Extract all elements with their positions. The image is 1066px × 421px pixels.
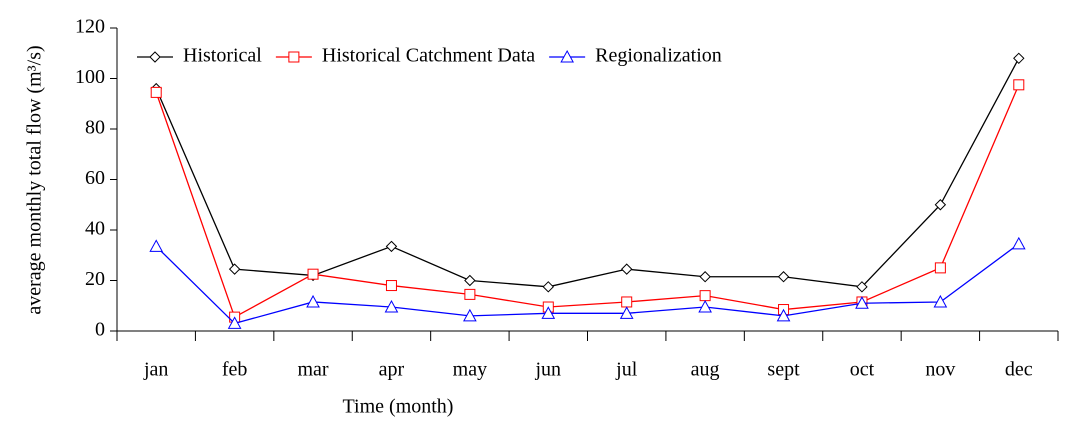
x-tick-label: feb — [222, 359, 248, 381]
marker — [384, 299, 399, 313]
x-tick-label: mar — [297, 359, 328, 381]
marker — [228, 263, 241, 275]
marker — [698, 299, 712, 313]
y-tick-label: 20 — [85, 268, 105, 290]
marker — [464, 274, 476, 287]
y-tick-label: 120 — [75, 16, 105, 38]
legend-label: Regionalization — [595, 45, 722, 67]
x-tick-label: jun — [535, 359, 562, 381]
marker — [776, 308, 791, 322]
marker — [1011, 236, 1026, 250]
legend-marker — [560, 49, 574, 63]
x-tick-label: may — [453, 359, 487, 381]
marker — [1013, 52, 1025, 65]
y-tick-label: 100 — [75, 66, 105, 88]
marker — [149, 239, 164, 252]
marker — [934, 199, 947, 211]
x-axis-label: Time (month) — [343, 396, 454, 418]
marker — [699, 290, 711, 302]
x-tick-label: nov — [925, 359, 955, 381]
marker — [385, 280, 397, 292]
marker — [933, 294, 948, 308]
marker — [463, 308, 477, 322]
x-tick-label: sept — [767, 359, 800, 381]
y-tick-label: 80 — [85, 117, 105, 139]
marker — [856, 281, 868, 293]
x-tick-label: aug — [691, 359, 720, 381]
marker — [621, 296, 633, 308]
series-line — [155, 57, 1020, 288]
legend-label: Historical — [183, 45, 262, 67]
x-tick-label: apr — [379, 359, 405, 381]
legend-marker — [288, 51, 300, 63]
marker — [464, 288, 476, 300]
y-tick-label: 60 — [85, 167, 105, 189]
series-line — [155, 84, 1020, 319]
marker — [542, 281, 554, 293]
marker — [541, 306, 556, 319]
y-tick-label: 40 — [85, 218, 105, 240]
legend-marker — [149, 51, 161, 63]
marker — [385, 240, 398, 253]
marker — [1013, 79, 1025, 91]
legend-label: Historical Catchment Data — [322, 45, 535, 67]
marker — [699, 271, 711, 283]
x-tick-label: jul — [615, 359, 638, 381]
marker — [150, 86, 162, 98]
x-tick-label: dec — [1005, 359, 1033, 381]
series-line — [155, 243, 1020, 325]
marker — [307, 268, 319, 280]
y-tick-label: 0 — [95, 319, 105, 341]
marker — [227, 316, 242, 329]
x-tick-label: oct — [850, 359, 875, 381]
marker — [619, 306, 634, 319]
y-axis-label: average monthly total flow (m³/s) — [24, 45, 46, 314]
x-tick-label: jan — [143, 359, 168, 381]
marker — [777, 271, 790, 283]
marker — [306, 294, 320, 308]
marker — [621, 263, 633, 275]
marker — [855, 296, 869, 309]
marker — [934, 262, 946, 274]
